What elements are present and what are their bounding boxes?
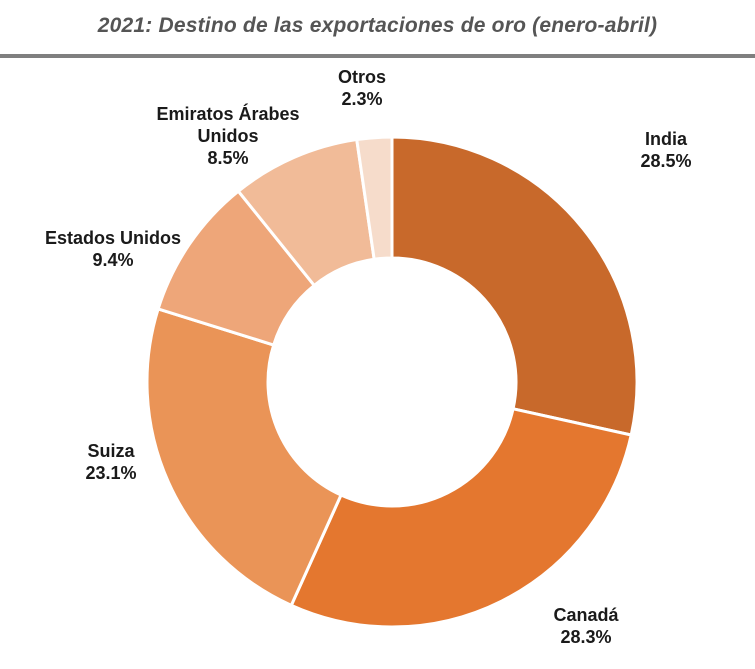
slice-label-suiza: Suiza 23.1% — [85, 441, 136, 483]
slice-label-estados-unidos: Estados Unidos 9.4% — [45, 228, 181, 270]
slice-canad- — [289, 407, 633, 629]
title-divider — [0, 54, 755, 58]
slice-suiza — [145, 307, 344, 608]
slice-value: 28.5% — [640, 151, 691, 171]
slice-label-emiratos-rabes-unidos: Emiratos Árabes Unidos 8.5% — [156, 103, 299, 168]
chart-title: 2021: Destino de las exportaciones de or… — [97, 14, 658, 37]
slice-label-canad-: Canadá 28.3% — [553, 605, 619, 647]
slice-labels: India 28.5% Canadá 28.3% Suiza 23.1% Estados U… — [45, 67, 692, 647]
slice-value: 8.5% — [207, 148, 248, 168]
slice-value: 2.3% — [341, 89, 382, 109]
slice-otros — [355, 135, 394, 261]
slice-value: 28.3% — [560, 627, 611, 647]
slice-india — [390, 135, 639, 437]
slice-value: 9.4% — [92, 250, 133, 270]
donut-slices — [145, 135, 639, 629]
slice-label-india: India 28.5% — [640, 129, 691, 171]
slice-label-otros: Otros 2.3% — [338, 67, 386, 109]
slice-value: 23.1% — [85, 463, 136, 483]
